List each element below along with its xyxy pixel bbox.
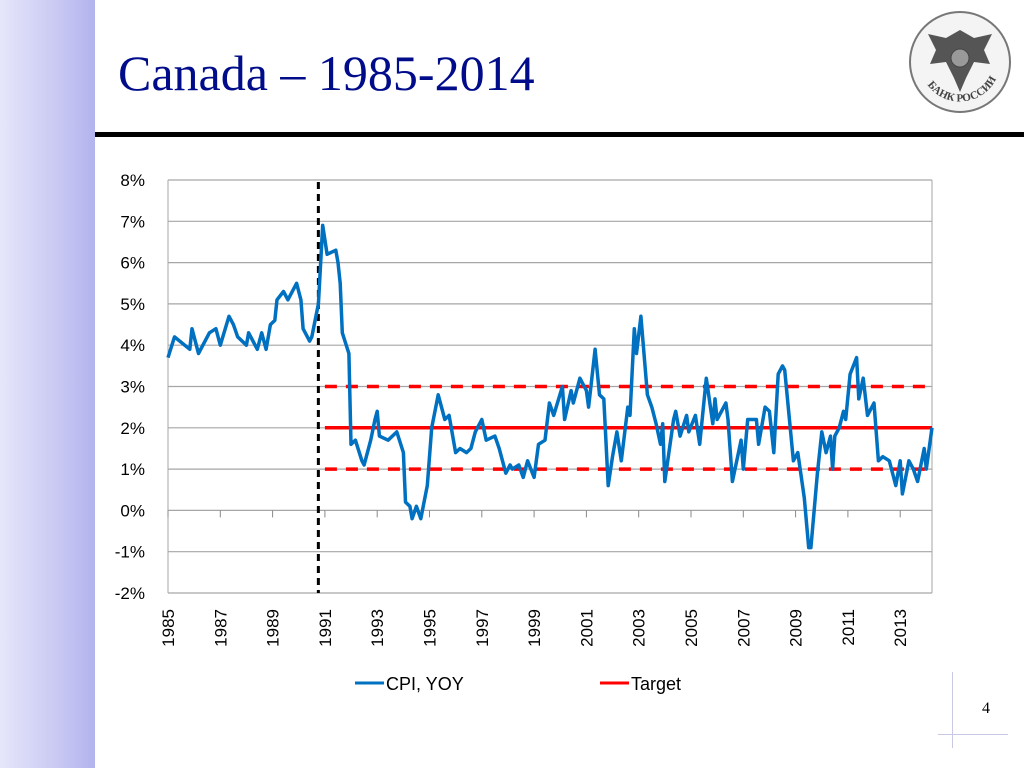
slide-sidebar-decoration xyxy=(0,0,95,768)
cpi-yoy-line xyxy=(166,223,934,550)
y-tick-label: 1% xyxy=(120,460,145,479)
x-tick-label: 2009 xyxy=(787,609,806,647)
bank-of-russia-logo: БАНК РОССИИ xyxy=(909,11,1011,113)
y-tick-label: 7% xyxy=(120,212,145,231)
y-tick-label: 6% xyxy=(120,254,145,273)
y-tick-label: 2% xyxy=(120,419,145,438)
x-tick-label: 1987 xyxy=(211,609,230,647)
x-tick-label: 1999 xyxy=(525,609,544,647)
y-tick-label: -2% xyxy=(115,584,145,603)
y-tick-label: 0% xyxy=(120,501,145,520)
legend: CPI, YOY Target xyxy=(355,674,681,694)
x-tick-label: 2007 xyxy=(734,609,753,647)
x-axis-ticks: 1985 1987 1989 1991 1993 1995 1997 1999 2001 2003… xyxy=(159,510,910,647)
x-tick-label: 1995 xyxy=(421,609,440,647)
gridlines xyxy=(167,179,933,594)
x-tick-label: 1993 xyxy=(368,609,387,647)
x-tick-label: 1985 xyxy=(159,609,178,647)
y-axis-ticks: 8% 7% 6% 5% 4% 3% 2% 1% 0% -1% -2% xyxy=(115,171,145,603)
x-tick-label: 2003 xyxy=(630,609,649,647)
legend-cpi-label: CPI, YOY xyxy=(386,674,464,694)
x-tick-label: 1997 xyxy=(473,609,492,647)
page-number: 4 xyxy=(982,700,990,717)
page-corner-line-vertical xyxy=(952,672,953,748)
y-tick-label: 3% xyxy=(120,378,145,397)
legend-target-label: Target xyxy=(631,674,681,694)
page-corner-line-horizontal xyxy=(938,734,1008,735)
x-tick-label: 2011 xyxy=(839,609,858,646)
x-tick-label: 2013 xyxy=(891,609,910,647)
y-tick-label: -1% xyxy=(115,543,145,562)
x-tick-label: 2001 xyxy=(577,609,596,647)
y-tick-label: 4% xyxy=(120,336,145,355)
slide-title: Canada – 1985-2014 xyxy=(118,45,535,101)
series-lines xyxy=(166,182,934,593)
y-tick-label: 5% xyxy=(120,295,145,314)
x-tick-label: 1989 xyxy=(264,609,283,647)
title-divider xyxy=(95,132,1024,137)
y-tick-label: 8% xyxy=(120,171,145,190)
x-tick-label: 2005 xyxy=(682,609,701,647)
x-tick-label: 1991 xyxy=(316,609,335,647)
